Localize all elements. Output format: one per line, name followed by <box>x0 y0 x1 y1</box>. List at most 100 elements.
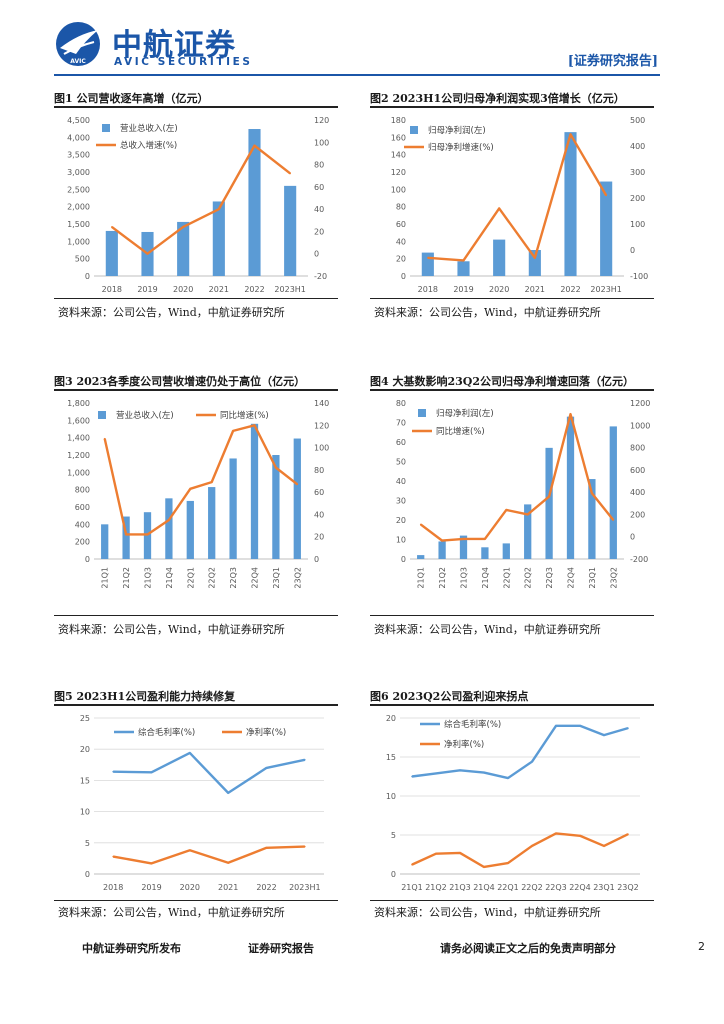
left-axis-tick-label: 180 <box>391 116 406 125</box>
left-axis-tick-label: 0 <box>391 870 396 879</box>
legend-label: 净利率(%) <box>444 739 484 750</box>
left-axis-tick-label: 0 <box>85 870 90 879</box>
chart-source: 资料来源：公司公告，Wind，中航证券研究所 <box>374 906 601 919</box>
legend-label: 综合毛利率(%) <box>138 727 195 738</box>
data-point <box>227 792 229 794</box>
left-axis-tick-label: 5 <box>85 839 90 848</box>
bar <box>566 416 575 559</box>
data-point <box>304 759 306 761</box>
x-tick-label: 2021 <box>218 883 238 892</box>
data-point <box>531 845 533 847</box>
chart-source: 资料来源：公司公告，Wind，中航证券研究所 <box>374 306 601 319</box>
data-point <box>210 481 213 483</box>
data-point <box>484 538 486 540</box>
left-axis-tick-label: 20 <box>396 255 406 264</box>
bar <box>208 487 216 559</box>
left-axis-tick-label: 20 <box>80 745 90 754</box>
bar <box>564 132 577 276</box>
left-axis-tick-label: 2,500 <box>67 185 90 194</box>
x-tick-label: 23Q2 <box>293 567 302 589</box>
series-line <box>112 845 305 865</box>
left-axis-tick-label: 0 <box>401 272 406 281</box>
legend-label: 营业总收入(左) <box>116 410 174 421</box>
right-axis-tick-label: 60 <box>314 183 324 192</box>
data-point <box>218 208 220 210</box>
footer-publisher: 中航证券研究所发布 <box>82 942 181 955</box>
series-line <box>411 724 629 780</box>
bar <box>421 252 434 276</box>
bar <box>122 516 130 559</box>
title-divider <box>54 106 338 108</box>
right-axis-tick-label: -100 <box>630 272 648 281</box>
chart-source: 资料来源：公司公告，Wind，中航证券研究所 <box>58 306 285 319</box>
data-point <box>168 519 170 521</box>
x-tick-label: 21Q4 <box>473 883 495 892</box>
x-tick-label: 2019 <box>453 285 473 294</box>
bar <box>528 250 541 276</box>
legend-label: 归母净利润(左) <box>428 125 486 136</box>
legend-swatch <box>410 126 418 134</box>
data-point <box>579 834 581 837</box>
left-axis-tick-label: 20 <box>396 516 406 525</box>
data-point <box>419 523 422 526</box>
left-axis-tick-label: 1,800 <box>67 399 90 408</box>
data-point <box>289 172 291 175</box>
chart-title: 图5 2023H1公司盈利能力持续修复 <box>54 690 236 703</box>
chart-4-plot: 0 10 20 30 40 50 60 70 80 -200 0 200 400 600 800 1000 12… <box>396 399 651 589</box>
right-axis-tick-label: 0 <box>630 533 635 542</box>
right-axis-tick-label: 20 <box>314 227 324 236</box>
left-axis-tick-label: 60 <box>396 220 406 229</box>
x-tick-label: 23Q2 <box>609 567 618 589</box>
x-tick-label: 22Q4 <box>567 567 576 589</box>
legend-label: 净利率(%) <box>246 727 286 738</box>
x-tick-label: 22Q4 <box>251 567 260 589</box>
right-axis-tick-label: 200 <box>630 194 645 203</box>
data-point <box>435 852 437 855</box>
bottom-divider <box>54 900 338 901</box>
left-axis-tick-label: 100 <box>391 185 406 194</box>
x-tick-label: 22Q3 <box>545 883 567 892</box>
bar <box>493 239 506 276</box>
legend-swatch <box>98 411 106 419</box>
right-axis-tick-label: 80 <box>314 161 324 170</box>
x-tick-label: 2021 <box>209 285 229 294</box>
data-point <box>459 769 461 772</box>
left-axis-tick-label: 80 <box>396 203 406 212</box>
series-line <box>419 412 615 542</box>
left-axis-tick-label: 600 <box>75 503 90 512</box>
left-axis-tick-label: 1,000 <box>67 237 90 246</box>
data-point <box>265 767 268 769</box>
x-tick-label: 2018 <box>103 883 123 892</box>
left-axis-tick-label: 40 <box>396 477 406 486</box>
data-point <box>253 424 256 427</box>
left-axis-tick-label: 70 <box>396 419 406 428</box>
data-point <box>435 772 437 775</box>
left-axis-tick-label: 1,500 <box>67 220 90 229</box>
chart-panel-2: 图2 2023H1公司归母净利润实现3倍增长（亿元） 0 20 40 60 80 100 1… <box>370 90 654 330</box>
data-point <box>483 866 485 868</box>
data-point <box>569 133 572 136</box>
x-tick-label: 2022 <box>560 285 580 294</box>
data-point <box>507 862 509 864</box>
x-tick-label: 23Q1 <box>588 567 597 589</box>
x-tick-label: 23Q1 <box>593 883 615 892</box>
legend-label: 同比增速(%) <box>436 426 485 437</box>
data-point <box>505 509 508 511</box>
series-line <box>103 424 299 536</box>
bottom-divider <box>370 900 654 901</box>
title-divider <box>370 106 654 108</box>
x-tick-label: 21Q1 <box>401 883 423 892</box>
chart-title: 图1 公司营收逐年高增（亿元） <box>54 92 209 105</box>
chart-title: 图3 2023各季度公司营收增速仍处于高位（亿元） <box>54 375 306 388</box>
right-axis-tick-label: 100 <box>314 444 329 453</box>
left-axis-tick-label: 4,500 <box>67 116 90 125</box>
left-axis-tick-label: 15 <box>80 776 90 785</box>
legend-swatch <box>418 409 426 417</box>
title-divider <box>370 704 654 706</box>
data-point <box>603 734 605 736</box>
bar <box>459 535 468 559</box>
data-point <box>526 513 529 516</box>
left-axis-tick-label: 10 <box>386 792 396 801</box>
header-divider <box>54 74 660 76</box>
x-tick-label: 21Q4 <box>165 567 174 589</box>
